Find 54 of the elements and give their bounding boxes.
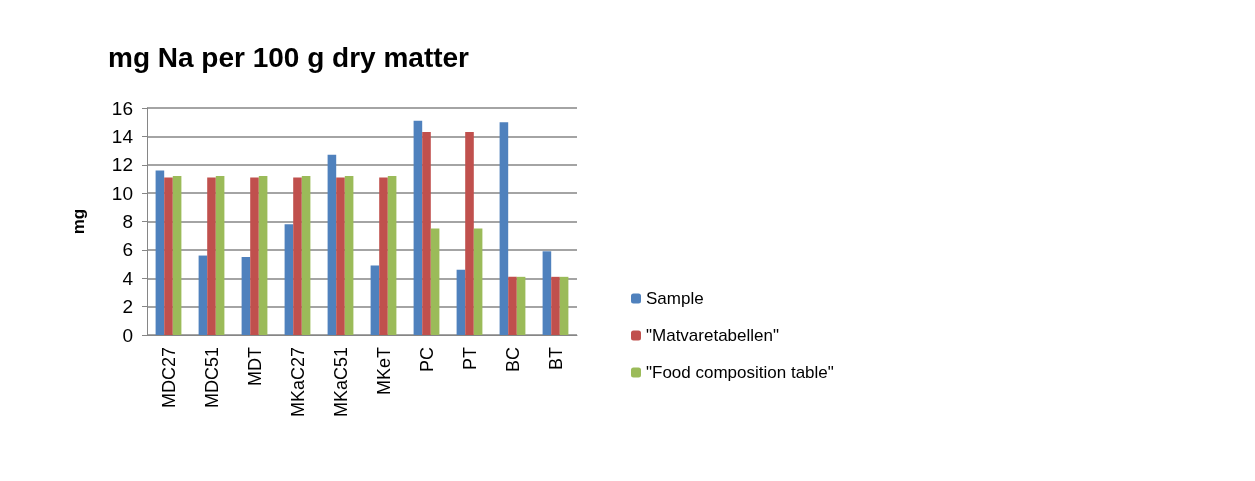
bar	[559, 276, 569, 335]
x-tick-label: PT	[459, 347, 480, 371]
bar	[456, 269, 466, 335]
x-tick-label: BC	[502, 347, 523, 373]
bar	[422, 132, 431, 335]
legend-label: Sample	[646, 289, 704, 308]
bar	[215, 176, 225, 335]
x-tick-label: MDT	[244, 347, 265, 386]
x-tick-label: MDC27	[158, 347, 179, 409]
x-tick-label: MKaC27	[287, 347, 308, 418]
bar	[430, 228, 440, 335]
legend-label: "Food composition table"	[646, 363, 834, 382]
bar	[241, 256, 251, 335]
y-tick-label: 16	[111, 97, 133, 119]
bar	[301, 176, 311, 335]
bar	[542, 251, 552, 335]
bar	[155, 170, 165, 335]
bar	[413, 120, 423, 335]
y-axis-title: mg	[69, 208, 88, 235]
bar	[164, 177, 173, 335]
y-tick-label: 14	[111, 125, 134, 147]
bar	[284, 224, 294, 335]
bar	[387, 176, 397, 335]
legend-label: "Matvaretabellen"	[646, 326, 780, 345]
bar	[516, 276, 526, 335]
bar	[370, 265, 380, 335]
chart-title: mg Na per 100 g dry matter	[108, 41, 470, 73]
y-tick-label: 8	[122, 211, 133, 232]
y-tick-label: 6	[122, 239, 133, 261]
bar	[499, 122, 509, 335]
x-tick-label: PC	[416, 347, 437, 373]
x-tick-label: BT	[545, 347, 566, 371]
bar	[293, 177, 302, 335]
bar	[327, 154, 337, 335]
y-tick-label: 12	[111, 154, 133, 176]
x-tick-label: MDC51	[201, 347, 222, 409]
bar	[344, 176, 354, 335]
bar	[258, 176, 268, 335]
bar	[465, 132, 474, 335]
x-tick-label: MKeT	[373, 347, 394, 396]
bar	[250, 177, 259, 335]
x-tick-label: MKaC51	[330, 347, 351, 418]
bar	[207, 177, 216, 335]
y-tick-label: 0	[122, 324, 133, 346]
y-tick-label: 4	[122, 267, 134, 289]
bar	[473, 228, 483, 335]
bar	[198, 255, 208, 335]
y-tick-label: 10	[111, 182, 133, 204]
bar	[379, 177, 388, 335]
bar	[172, 176, 182, 335]
bar	[551, 276, 560, 335]
bar	[508, 276, 517, 335]
bar	[336, 177, 345, 335]
y-tick-label: 2	[122, 296, 133, 318]
